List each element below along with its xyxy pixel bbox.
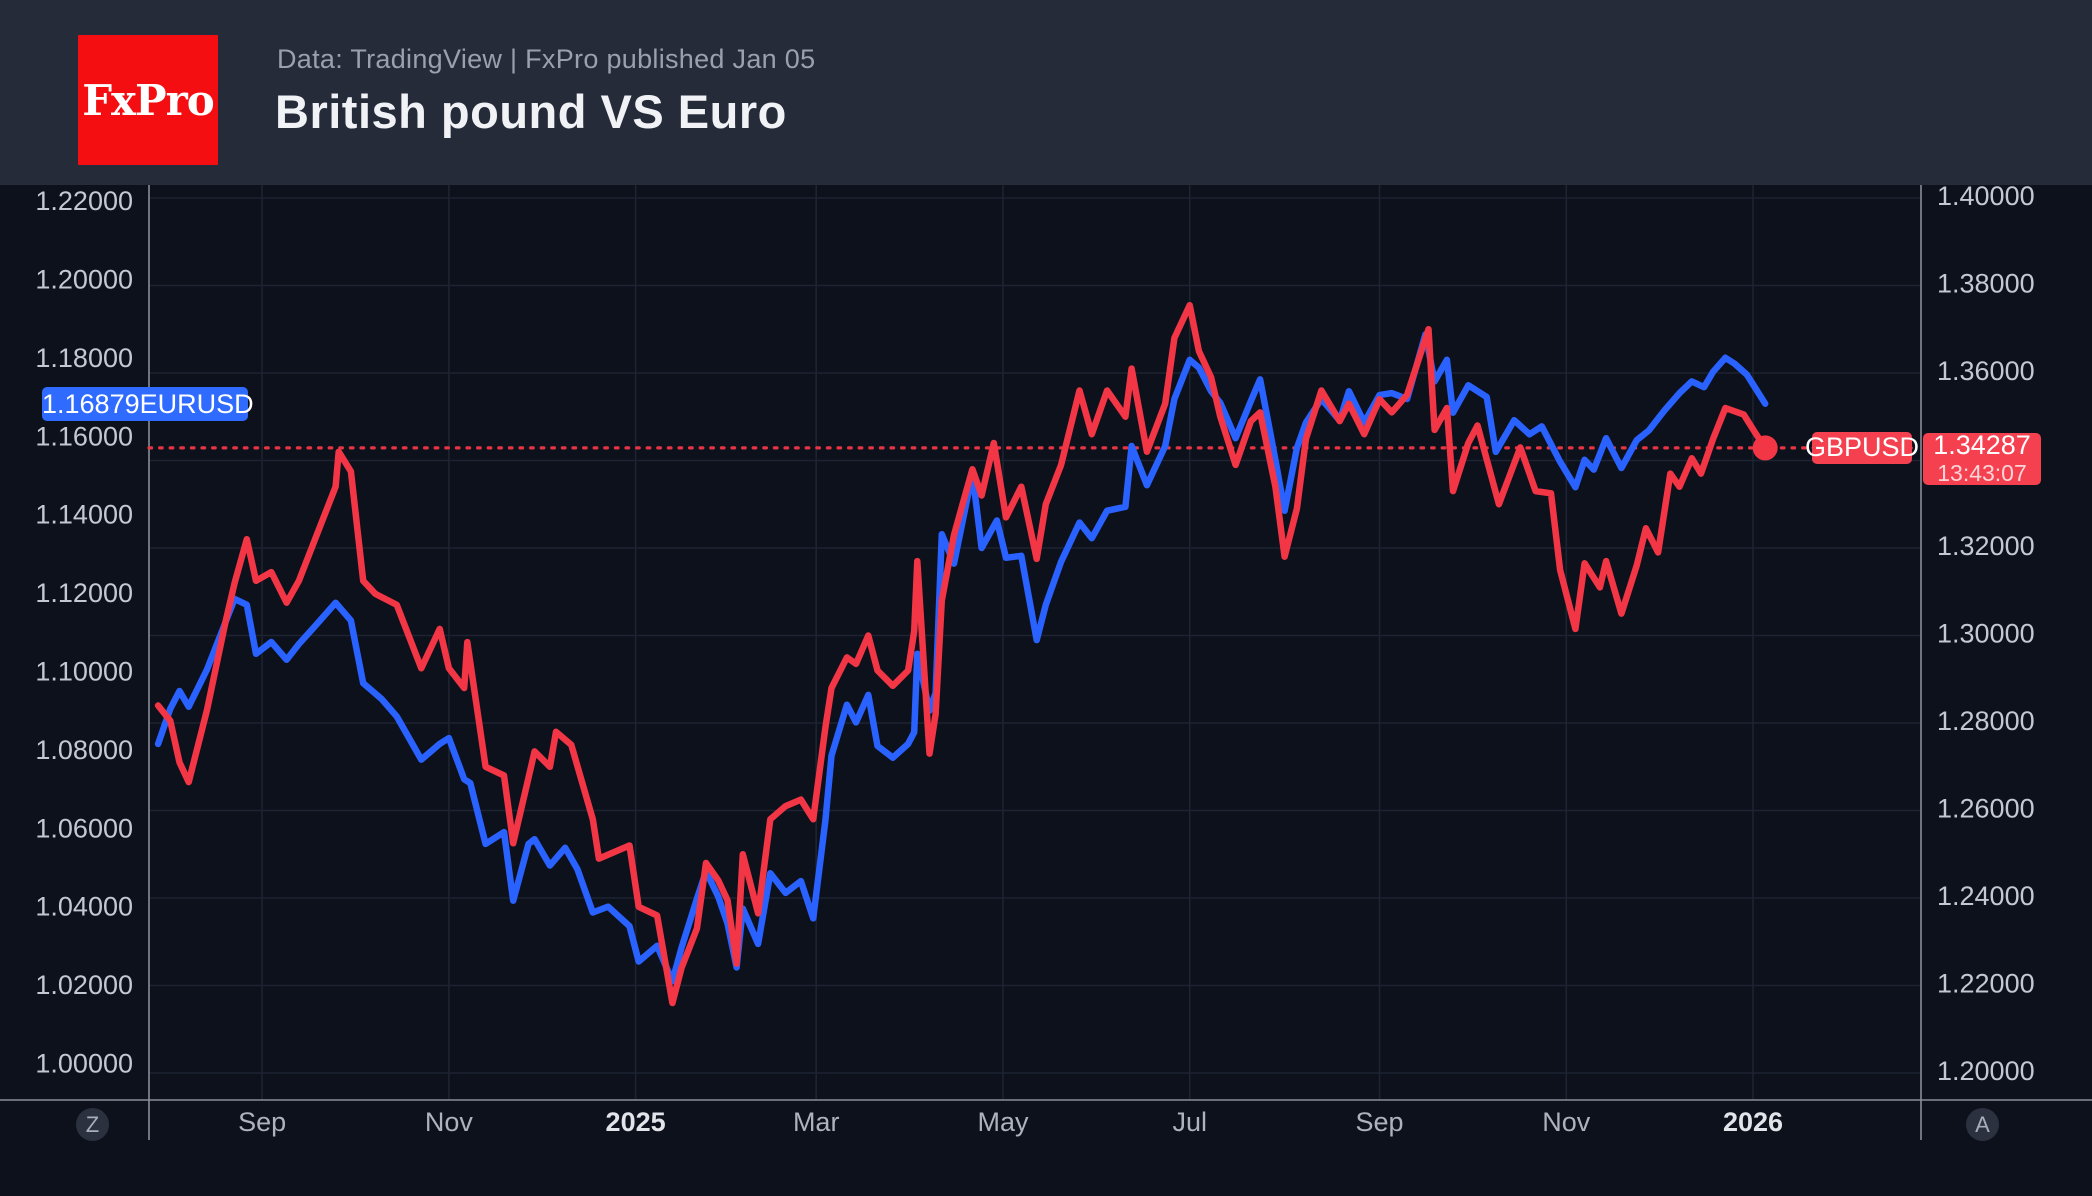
- left-axis-tick-label: 1.20000: [35, 265, 133, 295]
- gbpusd-line: [154, 301, 1769, 1007]
- eurusd-symbol-label: EURUSD: [139, 388, 254, 419]
- eurusd-price-badge: 1.16879 EURUSD: [42, 387, 254, 421]
- left-axis-tick-label: 1.00000: [35, 1049, 133, 1079]
- x-axis-tick-label: Nov: [425, 1107, 474, 1137]
- right-axis-tick-label: 1.32000: [1937, 531, 2035, 561]
- left-axis-tick-label: 1.08000: [35, 735, 133, 765]
- x-axis-tick-label: 2026: [1723, 1107, 1783, 1137]
- last-price-dot: [1752, 435, 1778, 461]
- left-axis-tick-label: 1.12000: [35, 578, 133, 608]
- right-axis-tick-label: 1.36000: [1937, 356, 2035, 386]
- left-axis-tick-label: 1.02000: [35, 970, 133, 1000]
- right-axis-tick-label: 1.22000: [1937, 969, 2035, 999]
- right-axis-tick-label: 1.38000: [1937, 269, 2035, 299]
- right-axis-tick-label: 1.28000: [1937, 706, 2035, 736]
- left-axis-tick-label: 1.18000: [35, 343, 133, 373]
- fxpro-logo: FxPro: [78, 35, 218, 165]
- right-axis-tick-label: 1.30000: [1937, 619, 2035, 649]
- a-button[interactable]: A: [1966, 1108, 1999, 1141]
- header: FxPro Data: TradingView | FxPro publishe…: [0, 0, 2092, 185]
- x-axis-tick-label: Sep: [1355, 1107, 1403, 1137]
- eurusd-price-value: 1.16879: [42, 388, 140, 419]
- x-axis-tick-label: 2025: [606, 1107, 666, 1137]
- page-title: British pound VS Euro: [275, 85, 787, 138]
- right-axis-tick-label: 1.40000: [1937, 181, 2035, 211]
- chart-subtitle: Data: TradingView | FxPro published Jan …: [277, 44, 816, 74]
- right-axis-tick-label: 1.20000: [1937, 1056, 2035, 1086]
- left-axis-tick-label: 1.22000: [35, 186, 133, 216]
- right-axis-tick-label: 1.24000: [1937, 881, 2035, 911]
- gbpusd-symbol-badge: GBPUSD: [1805, 431, 1919, 464]
- left-axis-tick-label: 1.04000: [35, 892, 133, 922]
- left-axis-tick-label: 1.14000: [35, 500, 133, 530]
- x-axis-tick-label: Mar: [793, 1107, 840, 1137]
- gbpusd-price-badge: 1.34287 13:43:07: [1923, 430, 2041, 487]
- gbpusd-price-value: 1.34287: [1933, 430, 2031, 461]
- left-axis-tick-label: 1.16000: [35, 421, 133, 451]
- z-button[interactable]: Z: [76, 1108, 109, 1141]
- fxpro-logo-text: FxPro: [82, 75, 215, 125]
- right-axis-tick-label: 1.26000: [1937, 794, 2035, 824]
- gbpusd-symbol-label: GBPUSD: [1804, 432, 1920, 463]
- x-axis-tick-label: Jul: [1172, 1107, 1207, 1137]
- gbpusd-price-time: 13:43:07: [1937, 460, 2027, 487]
- x-axis-tick-label: Nov: [1542, 1107, 1591, 1137]
- left-axis-tick-label: 1.10000: [35, 657, 133, 687]
- x-axis-tick-label: Sep: [238, 1107, 286, 1137]
- left-axis-tick-label: 1.06000: [35, 813, 133, 843]
- x-axis-tick-label: May: [977, 1107, 1029, 1137]
- eurusd-line: [154, 331, 1769, 985]
